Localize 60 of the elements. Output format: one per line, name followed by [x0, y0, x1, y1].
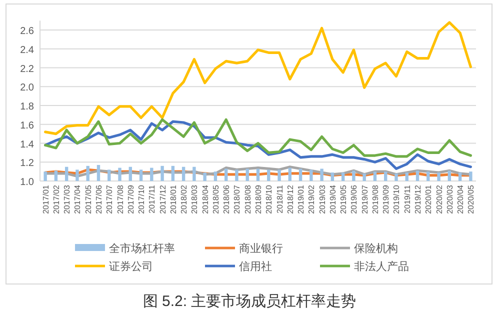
x-tick-label: 2018/10 [264, 184, 274, 214]
x-tick-label: 2018/03 [190, 184, 200, 214]
y-tick-label: 2.4 [20, 44, 34, 56]
y-tick-label: 1.8 [20, 102, 34, 113]
x-tick-label: 2020/05 [466, 184, 476, 214]
x-tick-label: 2017/05 [84, 184, 93, 214]
x-tick-label: 2019/11 [402, 184, 412, 214]
x-tick-label: 2018/09 [254, 184, 263, 214]
x-tick-label: 2017/02 [52, 184, 61, 214]
x-tick-label: 2020/03 [445, 184, 454, 214]
x-tick-label: 2019/10 [392, 184, 402, 214]
x-tick-label: 2018/04 [200, 184, 210, 214]
x-tick-label: 2018/12 [286, 184, 295, 214]
legend-label: 信用社 [239, 260, 272, 273]
x-tick-label: 2018/06 [222, 184, 232, 214]
x-tick-label: 2020/02 [434, 184, 444, 214]
x-tick-label: 2017/04 [73, 184, 82, 214]
x-tick-label: 2018/08 [243, 184, 252, 214]
x-tick-label: 2017/10 [137, 184, 146, 214]
y-tick-label: 2.2 [20, 64, 34, 75]
x-tick-label: 2019/06 [350, 184, 359, 214]
x-tick-label: 2018/11 [275, 184, 284, 214]
x-tick-label: 2017/07 [105, 184, 114, 214]
y-tick-label: 1.4 [20, 139, 34, 150]
x-tick-label: 2019/08 [370, 184, 380, 214]
y-tick-label: 1.0 [20, 177, 34, 188]
x-tick-label: 2017/01 [41, 184, 50, 214]
legend-label: 全市场杠杆率 [109, 242, 175, 255]
y-tick-label: 2.0 [20, 82, 34, 94]
x-tick-label: 2019/01 [296, 184, 306, 214]
x-tick-label: 2018/05 [211, 184, 220, 214]
x-tick-label: 2020/04 [456, 184, 466, 214]
x-tick-label: 2019/04 [328, 184, 338, 214]
y-tick-label: 1.6 [20, 120, 34, 132]
legend-label: 非法人产品 [354, 260, 409, 273]
x-tick-label: 2019/09 [382, 184, 391, 214]
x-tick-label: 2018/01 [168, 184, 178, 214]
x-tick-label: 2018/07 [232, 184, 242, 214]
x-tick-label: 2017/11 [148, 184, 157, 214]
text: 图 5.2: 主要市场成员杠杆率走势 [142, 293, 356, 310]
x-tick-label: 2017/08 [116, 184, 125, 214]
x-tick-label: 2017/03 [62, 184, 72, 214]
x-tick-label: 2017/12 [158, 184, 168, 214]
x-tick-label: 2017/09 [126, 184, 136, 214]
line-series [44, 21, 472, 136]
legend-label: 商业银行 [239, 242, 283, 255]
line-series [44, 166, 472, 178]
legend-label: 证券公司 [109, 260, 153, 273]
y-tick-label: 1.2 [20, 158, 34, 170]
y-tick-label: 2.6 [20, 26, 34, 38]
x-tick-label: 2019/03 [318, 184, 327, 214]
x-tick-label: 2019/12 [414, 184, 423, 214]
line-series [44, 118, 472, 158]
legend-label: 保险机构 [354, 243, 398, 255]
x-tick-label: 2018/02 [180, 184, 189, 214]
x-tick-label: 2019/05 [339, 184, 348, 214]
x-tick-label: 2017/06 [94, 184, 104, 214]
x-tick-label: 2020/01 [424, 184, 434, 214]
x-tick-label: 2019/02 [307, 184, 316, 214]
x-tick-label: 2019/07 [360, 184, 370, 214]
